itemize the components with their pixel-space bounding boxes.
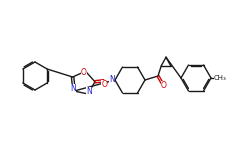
Text: N: N: [70, 84, 76, 93]
Text: O: O: [81, 68, 87, 77]
Text: O: O: [102, 80, 107, 89]
Text: O: O: [160, 81, 166, 90]
Text: CH₃: CH₃: [214, 75, 226, 81]
Text: N: N: [86, 87, 92, 96]
Text: N: N: [109, 75, 115, 84]
